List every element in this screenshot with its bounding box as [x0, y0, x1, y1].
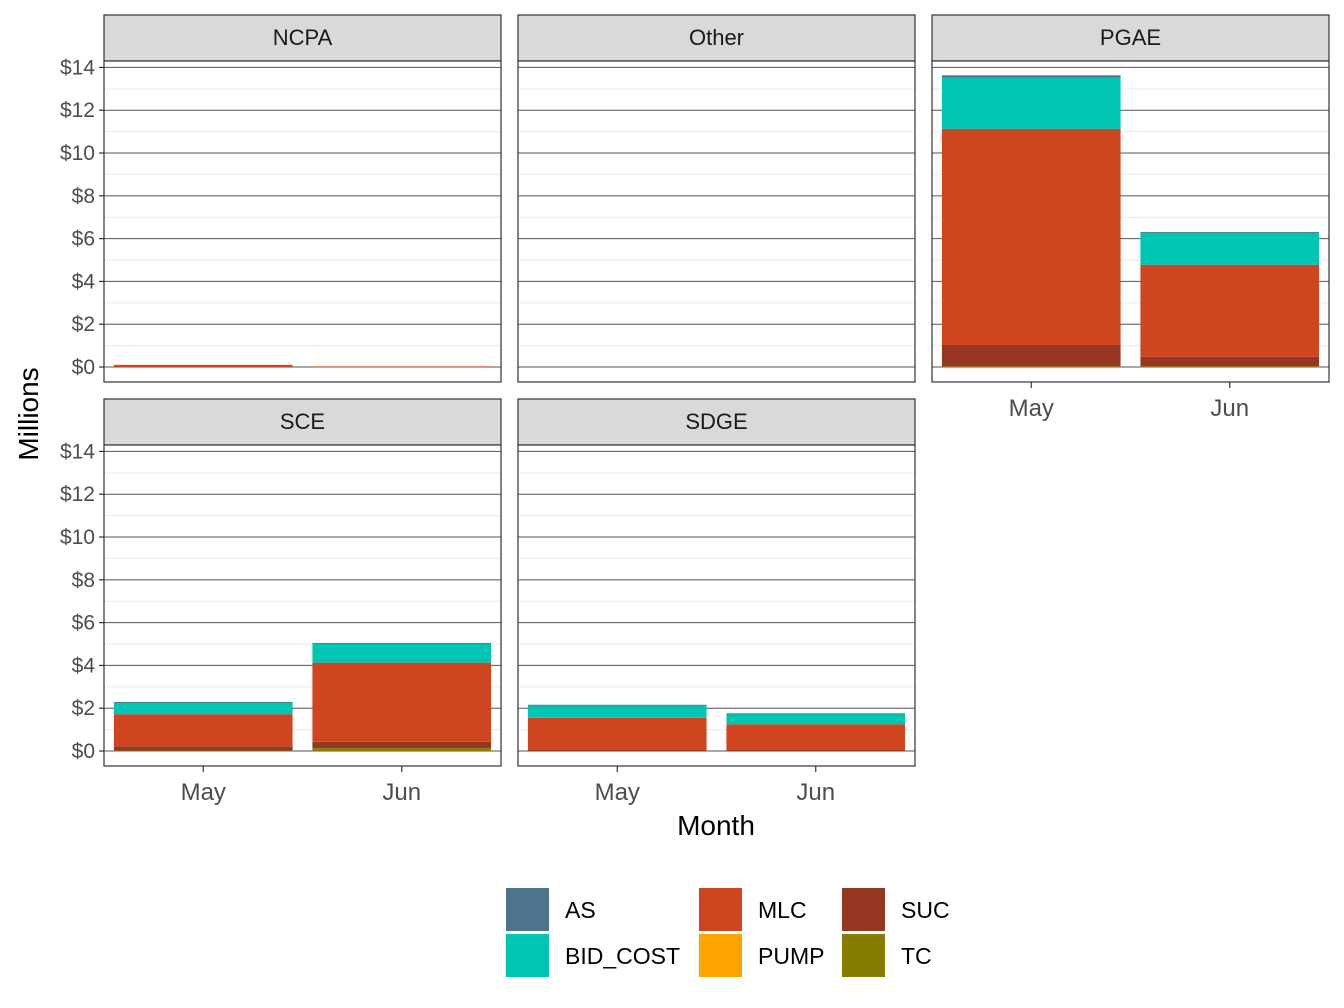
bar-suc-may	[527, 749, 707, 752]
bar-tc-jun	[312, 748, 492, 752]
bar-suc-may	[113, 746, 293, 751]
legend-label: SUC	[901, 897, 950, 923]
facet-strip	[103, 398, 502, 446]
legend-label: MLC	[758, 897, 807, 923]
bar-bid-cost-may	[527, 705, 707, 718]
bar-bid-cost-jun	[1140, 232, 1320, 265]
facet-strip-label: SCE	[280, 409, 325, 434]
facet-strip	[103, 14, 502, 62]
x-tick-label: May	[181, 779, 226, 806]
bar-as-may	[527, 704, 707, 706]
bar-mlc-may	[113, 714, 293, 747]
bar-bid-cost-jun	[312, 643, 492, 663]
y-tick-label: $8	[72, 185, 95, 208]
y-tick-label: $0	[72, 356, 95, 379]
bar-suc-jun	[1140, 356, 1320, 367]
legend-swatch	[842, 888, 885, 931]
y-tick-label: $12	[60, 483, 95, 506]
panel-border	[517, 444, 916, 767]
panel-border	[103, 444, 502, 767]
legend-item-pump: PUMP	[699, 934, 824, 977]
facet-strip-label: SDGE	[685, 409, 747, 434]
panel-border	[931, 60, 1330, 383]
facet-strip-label: Other	[689, 25, 744, 50]
x-axis-title: Month	[677, 810, 755, 841]
x-tick-label: May	[1009, 395, 1054, 422]
bar-mlc-may	[527, 717, 707, 750]
x-tick-label: Jun	[382, 779, 421, 806]
bar-tc-may	[113, 750, 293, 752]
panel-border	[103, 60, 502, 383]
facet-sdge: SDGE May Jun	[517, 398, 916, 806]
y-axis-title: Millions	[13, 367, 44, 460]
legend-swatch	[699, 888, 742, 931]
y-tick-label: $14	[60, 440, 95, 463]
y-tick-label: $4	[72, 654, 96, 677]
y-tick-label: $2	[72, 697, 95, 720]
legend-swatch	[506, 934, 549, 977]
y-tick-label: $6	[72, 228, 95, 251]
bar-mlc-jun	[312, 662, 492, 742]
bar-pump-may	[941, 367, 1121, 369]
legend: AS BID_COST MLC PUMP SUC TC	[506, 888, 950, 977]
bar-as-jun	[312, 642, 492, 644]
legend-swatch	[506, 888, 549, 931]
y-tick-label: $14	[60, 56, 95, 79]
panel-border	[517, 60, 916, 383]
y-tick-label: $10	[60, 526, 95, 549]
facet-strip	[931, 14, 1330, 62]
legend-item-tc: TC	[842, 934, 932, 977]
bar-bid-cost-may	[113, 702, 293, 715]
x-tick-label: Jun	[796, 779, 835, 806]
legend-swatch	[699, 934, 742, 977]
facet-strip-label: PGAE	[1100, 25, 1161, 50]
bar-bid-cost-jun	[726, 713, 906, 725]
y-tick-label: $6	[72, 612, 95, 635]
facet-other: Other	[517, 14, 916, 383]
bar-tc-may	[941, 366, 1121, 368]
legend-label: PUMP	[758, 943, 824, 969]
bar-as-jun	[726, 713, 906, 715]
bar-as-may	[941, 75, 1121, 78]
legend-item-as: AS	[506, 888, 596, 931]
legend-label: BID_COST	[565, 943, 680, 969]
facet-sce: SCE $0 $2 $4 $6 $8 $10 $12 $14 May Jun	[60, 398, 502, 806]
y-tick-label: $8	[72, 569, 95, 592]
bar-tc-jun	[1140, 366, 1320, 368]
bar-suc-jun	[312, 741, 492, 749]
bar-mlc-jun	[726, 724, 906, 750]
facet-ncpa: NCPA $0 $2 $4 $6 $8 $10 $12 $14	[60, 14, 502, 383]
panel-background	[518, 61, 915, 382]
y-tick-label: $10	[60, 142, 95, 165]
legend-item-suc: SUC	[842, 888, 950, 931]
legend-swatch	[842, 934, 885, 977]
bar-as-may	[113, 702, 293, 703]
bar-mlc-jun	[1140, 264, 1320, 357]
bar-mlc-may	[941, 128, 1121, 345]
y-tick-label: $4	[72, 270, 96, 293]
y-tick-label: $0	[72, 740, 95, 763]
legend-label: TC	[901, 943, 932, 969]
facet-strip-label: NCPA	[273, 25, 333, 50]
bar-suc-jun	[726, 749, 906, 752]
legend-item-bid-cost: BID_COST	[506, 934, 680, 977]
legend-label: AS	[565, 897, 596, 923]
bar-as-jun	[1140, 231, 1320, 233]
y-tick-label: $2	[72, 313, 95, 336]
facet-strip	[517, 14, 916, 62]
panel-background	[104, 61, 501, 382]
legend-item-mlc: MLC	[699, 888, 807, 931]
bar-bid-cost-may	[941, 77, 1121, 129]
bar-mlc-jun	[312, 366, 492, 368]
bar-suc-may	[941, 344, 1121, 367]
facet-strip	[517, 398, 916, 446]
facet-pgae: PGAE May Jun	[931, 14, 1330, 422]
x-tick-label: Jun	[1210, 395, 1249, 422]
bar-mlc-may	[113, 364, 293, 368]
x-tick-label: May	[595, 779, 640, 806]
y-tick-label: $12	[60, 99, 95, 122]
